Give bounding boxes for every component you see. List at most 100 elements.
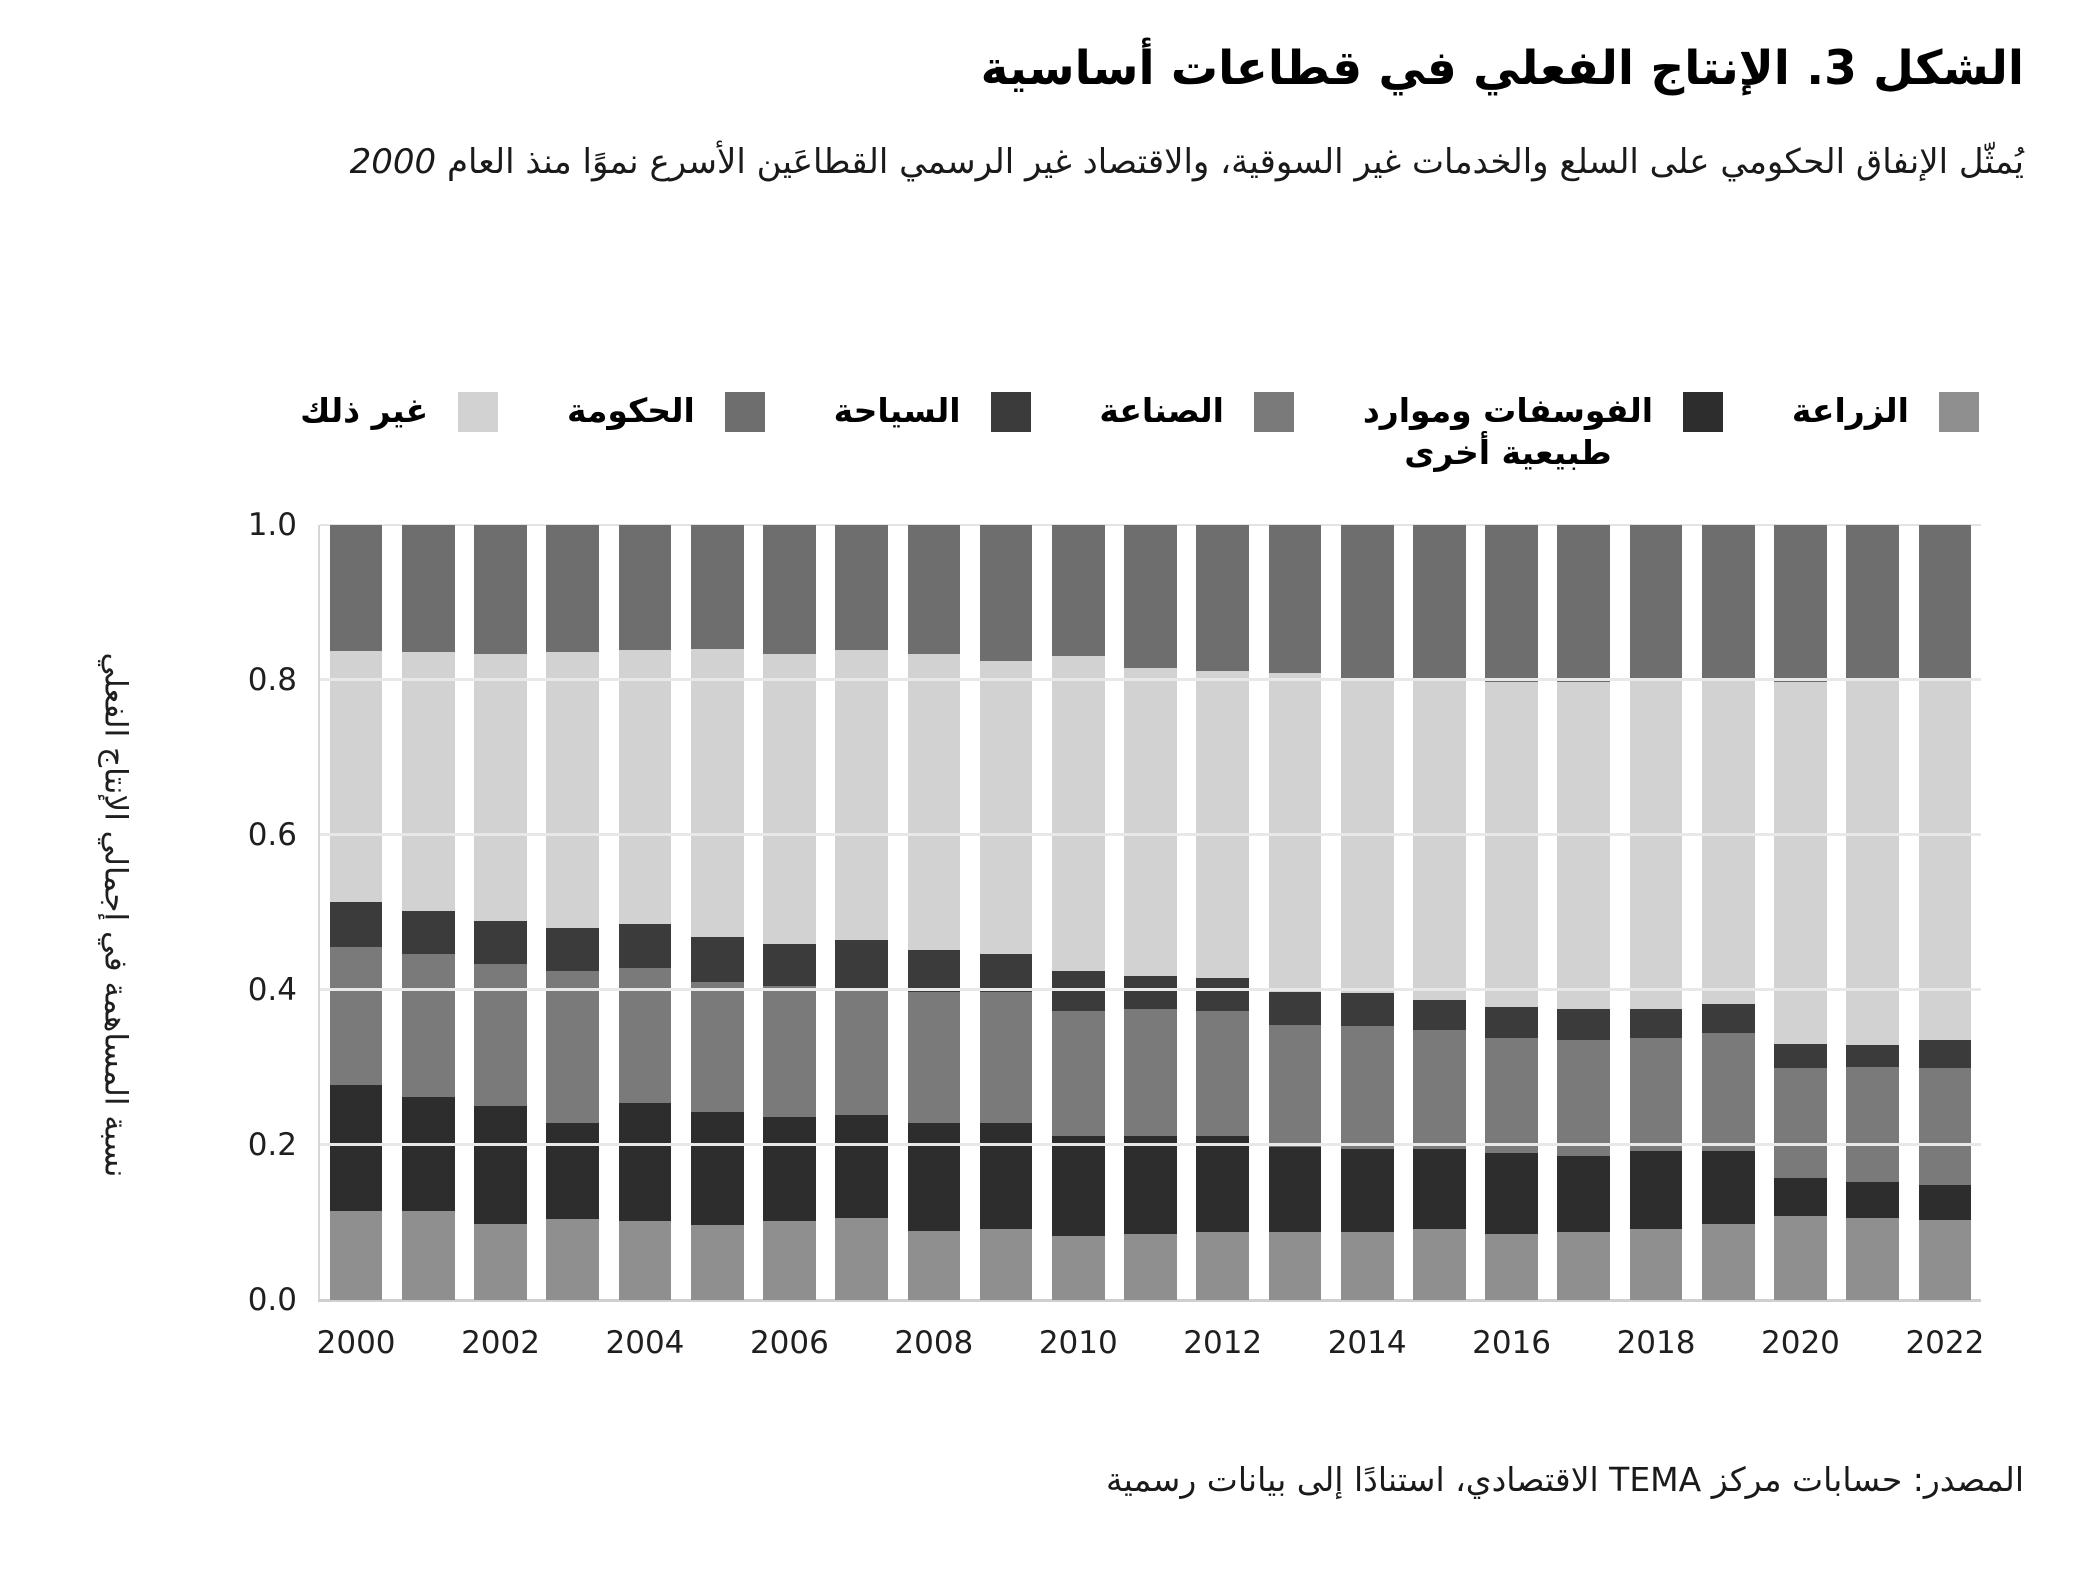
x-tick-label-2002: 2002 — [461, 1325, 540, 1361]
legend-item-3: السياحة — [834, 390, 1031, 432]
bar-segment — [1918, 1068, 1972, 1185]
bar-segment — [618, 649, 672, 925]
bar-segment — [763, 653, 816, 944]
y-tick-label-0.0: 0.0 — [247, 1282, 297, 1318]
bar-segment — [979, 1123, 1033, 1230]
figure-title: الشكل 3. الإنتاج الفعلي في قطاعات أساسية — [980, 41, 2024, 96]
bar-segment — [401, 1096, 455, 1211]
stacked-bar-2012 — [1196, 525, 1250, 1300]
bar-segment — [1268, 1024, 1322, 1148]
bar-segment — [329, 1085, 383, 1211]
bar-segment — [1124, 1135, 1177, 1235]
bar-segment — [835, 989, 888, 1115]
stacked-bar-2017 — [1557, 525, 1611, 1300]
bar-segment — [546, 1218, 600, 1300]
bar-segment — [1701, 680, 1755, 1004]
bar-segment — [979, 661, 1033, 955]
legend-label: غير ذلك — [300, 391, 429, 430]
bar-segment — [1485, 1007, 1538, 1039]
bar-column-2007 — [826, 525, 898, 1300]
bar-column-2021 — [1837, 525, 1909, 1300]
x-tick-label-2022: 2022 — [1905, 1325, 1985, 1361]
bar-segment — [618, 924, 672, 969]
bar-segment — [329, 946, 383, 1086]
bar-segment — [1774, 1068, 1827, 1178]
stacked-bar-2010 — [1051, 525, 1105, 1300]
stacked-bar-2008 — [907, 525, 961, 1300]
bar-segment — [1051, 1010, 1105, 1136]
bar-segment — [690, 982, 744, 1112]
bar-segment — [1413, 680, 1466, 1001]
bar-segment — [1124, 525, 1177, 668]
bar-segment — [1196, 670, 1250, 979]
bar-segment — [1340, 993, 1394, 1027]
bar-segment — [1557, 1009, 1611, 1040]
legend-item-1: الفوسفات وموارد طبيعية أخرى — [1363, 390, 1724, 474]
bar-segment — [474, 525, 527, 654]
stacked-bar-2020 — [1774, 525, 1827, 1300]
stacked-bar-2016 — [1485, 525, 1538, 1300]
bar-segment — [979, 1229, 1033, 1300]
x-tick-label-2004: 2004 — [605, 1325, 685, 1361]
bar-segment — [1196, 978, 1250, 1011]
bar-segment — [1413, 1000, 1466, 1031]
x-tick-label-2016: 2016 — [1472, 1325, 1552, 1361]
bar-segment — [690, 937, 744, 983]
bar-segment — [329, 901, 383, 947]
legend-label: الصناعة — [1099, 391, 1224, 430]
bar-segment — [1124, 667, 1177, 977]
x-tick-label-2008: 2008 — [894, 1325, 974, 1361]
bar-column-2014 — [1331, 525, 1403, 1300]
bar-segment — [1629, 1009, 1683, 1039]
gridline-0.8 — [320, 678, 1981, 681]
bar-segment — [474, 1224, 527, 1300]
bar-segment — [618, 525, 672, 650]
bar-segment — [1846, 1066, 1900, 1183]
bar-segment — [979, 525, 1033, 662]
bar-column-2013 — [1259, 525, 1331, 1300]
bar-segment — [329, 525, 383, 651]
bar-segment — [1268, 1231, 1322, 1300]
stacked-bar-2021 — [1846, 525, 1900, 1300]
stacked-bar-2001 — [401, 525, 455, 1300]
bar-segment — [1268, 673, 1322, 992]
bar-segment — [1051, 525, 1105, 657]
bar-column-2006 — [753, 525, 825, 1300]
bar-segment — [546, 525, 600, 653]
bar-segment — [618, 1103, 672, 1221]
bar-column-2009 — [970, 525, 1042, 1300]
figure-subtitle-text: يُمثّل الإنفاق الحكومي على السلع والخدما… — [436, 142, 2024, 182]
y-tick-label-0.6: 0.6 — [247, 817, 297, 853]
gridline-0.4 — [320, 988, 1981, 991]
bar-segment — [1340, 680, 1394, 994]
bar-segment — [1557, 1155, 1611, 1232]
x-axis-baseline — [318, 1299, 1981, 1302]
bar-column-2015 — [1403, 525, 1475, 1300]
bar-segment — [1918, 680, 1972, 1041]
figure-subtitle-year: 2000 — [349, 142, 437, 182]
bar-segment — [1701, 525, 1755, 681]
legend-swatch-icon — [1254, 392, 1294, 432]
bar-segment — [1413, 1148, 1466, 1230]
bar-segment — [690, 1111, 744, 1225]
bar-segment — [474, 1105, 527, 1225]
bar-column-2003 — [537, 525, 609, 1300]
bar-segment — [546, 928, 600, 971]
x-tick-label-2000: 2000 — [316, 1325, 396, 1361]
bar-segment — [835, 1114, 888, 1218]
stacked-bar-2004 — [618, 525, 672, 1300]
bar-segment — [401, 525, 455, 653]
bar-column-2011 — [1114, 525, 1186, 1300]
bar-segment — [1629, 1038, 1683, 1152]
bar-segment — [1557, 1039, 1611, 1156]
bar-segment — [1268, 991, 1322, 1025]
x-tick-label-2006: 2006 — [749, 1325, 829, 1361]
plot-area — [318, 524, 1981, 1302]
chart-legend: الزراعة الفوسفات وموارد طبيعية أخرى الصناع… — [300, 390, 1979, 474]
legend-label: الحكومة — [566, 391, 695, 430]
bar-segment — [1196, 1010, 1250, 1136]
bar-segment — [401, 953, 455, 1097]
bar-column-2008 — [898, 525, 970, 1300]
bar-segment — [401, 910, 455, 954]
x-tick-label-2012: 2012 — [1183, 1325, 1263, 1361]
